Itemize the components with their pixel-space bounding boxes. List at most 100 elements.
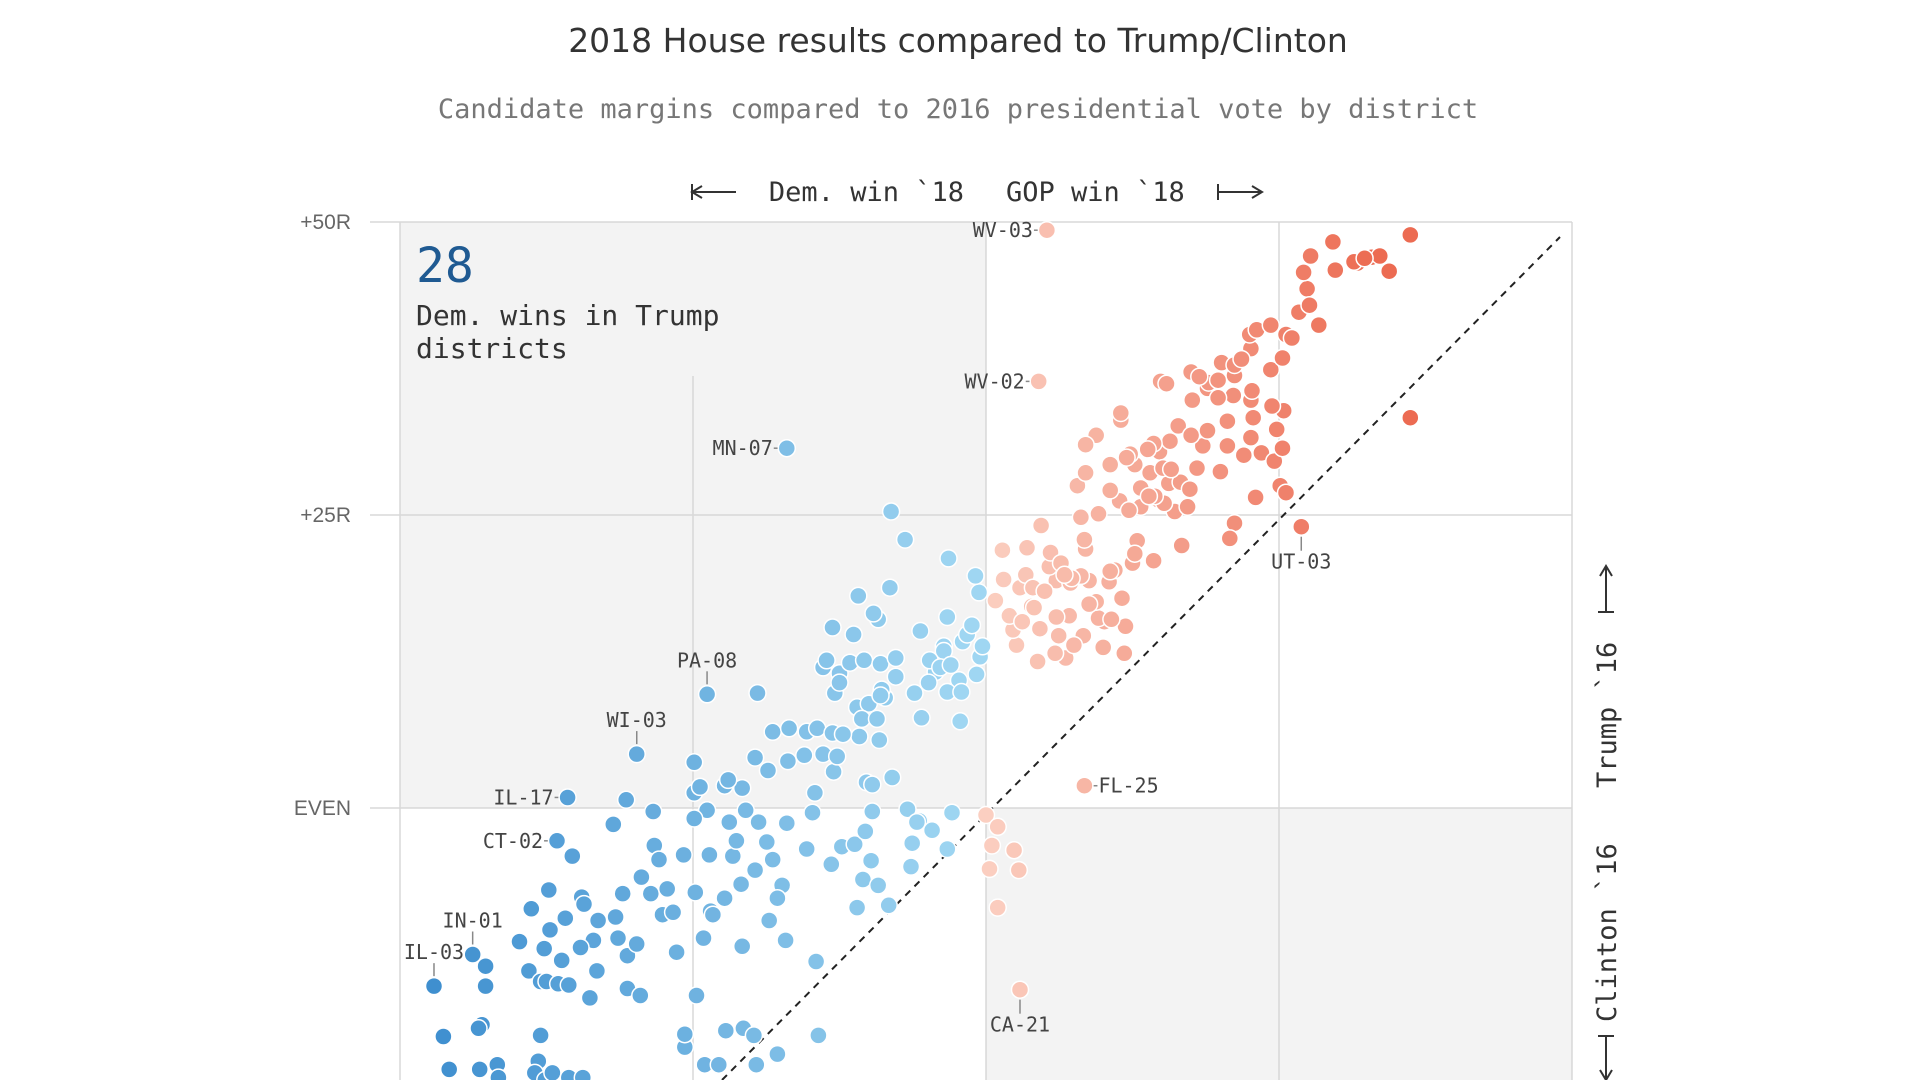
district-point[interactable] [627, 934, 646, 954]
district-point[interactable] [779, 719, 799, 738]
district-point[interactable] [559, 975, 579, 995]
district-point[interactable] [1246, 488, 1265, 507]
district-point[interactable] [1017, 538, 1037, 558]
district-point[interactable] [1093, 638, 1113, 657]
district-point[interactable] [882, 768, 902, 787]
district-point[interactable] [616, 790, 636, 810]
district-point[interactable] [1055, 565, 1074, 585]
district-point[interactable] [1180, 479, 1200, 499]
district-point[interactable] [1102, 610, 1121, 629]
district-point[interactable] [1071, 508, 1091, 527]
district-point[interactable] [534, 939, 554, 958]
district-point[interactable] [613, 884, 632, 903]
district-point[interactable] [608, 928, 628, 948]
district-point[interactable] [911, 621, 930, 641]
district-point[interactable] [606, 907, 625, 927]
district-point[interactable] [519, 961, 539, 981]
district-point[interactable] [938, 607, 957, 627]
district-point[interactable] [844, 625, 863, 644]
district-point[interactable] [809, 1026, 828, 1045]
district-point[interactable] [988, 817, 1007, 837]
district-point[interactable] [1160, 431, 1180, 451]
district-point[interactable] [880, 578, 900, 597]
district-point[interactable] [697, 801, 717, 820]
district-point[interactable] [803, 803, 822, 822]
district-point[interactable] [604, 815, 623, 834]
district-point[interactable] [1009, 860, 1029, 880]
district-point[interactable] [1300, 295, 1319, 315]
district-point[interactable] [976, 805, 996, 825]
district-point[interactable] [643, 802, 663, 821]
district-point[interactable] [1064, 635, 1084, 655]
district-point[interactable] [902, 833, 922, 853]
district-point[interactable] [856, 822, 875, 841]
district-point[interactable] [1273, 438, 1292, 458]
district-point[interactable] [476, 956, 495, 976]
district-point[interactable] [1172, 536, 1191, 555]
district-point[interactable] [439, 1060, 459, 1079]
district-point[interactable] [1297, 279, 1317, 299]
district-point[interactable] [1079, 594, 1099, 614]
district-point[interactable] [1208, 370, 1228, 390]
district-point[interactable] [588, 911, 608, 930]
district-point[interactable] [1379, 261, 1399, 281]
district-point[interactable] [1218, 436, 1237, 456]
district-point[interactable] [886, 648, 906, 668]
district-point[interactable] [1198, 421, 1217, 440]
district-point[interactable] [510, 932, 529, 951]
district-point[interactable] [757, 832, 777, 852]
district-point[interactable] [469, 1019, 488, 1038]
district-point[interactable] [1309, 315, 1329, 335]
district-point[interactable] [833, 724, 853, 744]
district-point[interactable] [950, 712, 970, 731]
district-point[interactable] [694, 928, 713, 948]
district-point[interactable] [966, 566, 985, 586]
district-point[interactable] [795, 746, 814, 765]
district-point[interactable] [1115, 644, 1134, 663]
district-point[interactable] [1028, 652, 1047, 671]
district-point[interactable] [732, 937, 752, 956]
district-point[interactable] [690, 777, 710, 797]
district-point[interactable] [463, 945, 482, 964]
district-point[interactable] [863, 802, 882, 821]
district-point[interactable] [1181, 426, 1201, 445]
district-point[interactable] [982, 836, 1002, 855]
district-point[interactable] [905, 683, 924, 703]
district-point[interactable] [522, 899, 541, 919]
district-point[interactable] [967, 665, 986, 684]
district-point[interactable] [573, 1068, 593, 1080]
district-point[interactable] [574, 894, 594, 914]
district-point[interactable] [1234, 445, 1254, 465]
district-point[interactable] [684, 753, 704, 772]
district-point[interactable] [540, 920, 560, 940]
district-point[interactable] [907, 812, 927, 832]
district-point[interactable] [758, 761, 778, 780]
district-point[interactable] [424, 976, 444, 996]
district-point[interactable] [763, 722, 782, 742]
district-point[interactable] [962, 615, 982, 635]
district-point[interactable] [1076, 435, 1095, 454]
district-point[interactable] [1224, 386, 1243, 405]
district-point[interactable] [657, 879, 677, 899]
district-point[interactable] [777, 438, 797, 458]
district-point[interactable] [1010, 980, 1030, 999]
district-point[interactable] [1144, 551, 1163, 570]
district-point[interactable] [778, 751, 798, 771]
district-point[interactable] [864, 604, 883, 623]
district-point[interactable] [687, 986, 706, 1005]
district-point[interactable] [744, 1026, 764, 1045]
district-point[interactable] [1190, 367, 1209, 386]
district-point[interactable] [1326, 260, 1345, 280]
district-point[interactable] [1323, 232, 1343, 252]
district-point[interactable] [1225, 513, 1244, 533]
district-point[interactable] [1047, 607, 1066, 627]
district-point[interactable] [1049, 626, 1068, 645]
district-point[interactable] [847, 898, 867, 917]
district-point[interactable] [1168, 416, 1188, 436]
district-point[interactable] [1045, 644, 1065, 663]
district-point[interactable] [969, 583, 989, 602]
district-point[interactable] [861, 851, 881, 870]
district-point[interactable] [973, 637, 992, 656]
district-point[interactable] [1125, 544, 1145, 563]
district-point[interactable] [697, 685, 717, 704]
